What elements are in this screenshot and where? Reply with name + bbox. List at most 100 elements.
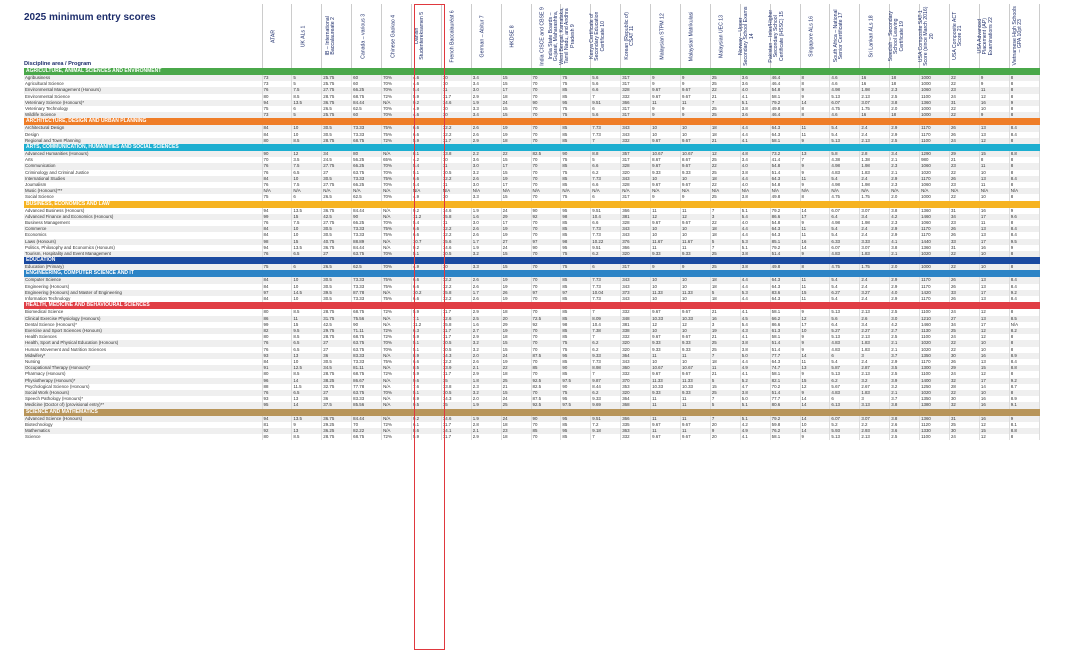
- score-cell: 15.8: [441, 213, 472, 221]
- score-cell: 5.6: [590, 112, 622, 119]
- score-cell: 22: [949, 340, 980, 347]
- score-cell: 317: [620, 106, 652, 113]
- score-cell: 76: [262, 87, 293, 94]
- score-cell: 5.6: [590, 75, 622, 82]
- score-cell: 62.5: [351, 194, 383, 201]
- score-cell: 18: [889, 112, 921, 119]
- score-cell: 46.4: [770, 81, 801, 88]
- score-cell: N/A: [1009, 321, 1041, 328]
- score-cell: 6.6: [411, 232, 442, 239]
- score-cell: 1020: [919, 251, 950, 258]
- score-cell: 73.33: [351, 175, 383, 183]
- score-cell: 66.25: [351, 87, 383, 94]
- score-cell: 66.25: [351, 220, 383, 227]
- score-cell: 8: [1009, 169, 1041, 176]
- score-cell: 9.67: [650, 371, 681, 378]
- score-cell: 9.67: [680, 93, 711, 100]
- score-cell: 9.33: [650, 251, 681, 258]
- score-cell: 24: [949, 334, 980, 341]
- score-cell: 332: [620, 371, 652, 378]
- score-cell: 2.3: [889, 182, 921, 189]
- score-cell: 90: [560, 365, 592, 372]
- score-cell: 6: [291, 194, 323, 201]
- score-cell: 19: [501, 283, 532, 290]
- score-cell: 86.6: [770, 321, 801, 328]
- score-cell: 1330: [919, 427, 950, 435]
- score-cell: 90: [351, 213, 383, 221]
- score-cell: 94: [262, 244, 293, 252]
- program-name-cell: Education (Primary): [24, 264, 263, 271]
- score-cell: 8: [1009, 309, 1041, 316]
- score-cell: 26: [501, 289, 532, 297]
- score-cell: 15: [501, 389, 532, 397]
- score-cell: 18: [501, 421, 532, 428]
- score-cell: N/A: [770, 188, 801, 195]
- score-cell: 7.73: [590, 125, 622, 132]
- score-cell: 10: [800, 327, 831, 335]
- score-cell: 10: [650, 277, 681, 284]
- score-cell: 30: [949, 427, 980, 435]
- score-cell: 26: [949, 131, 980, 138]
- score-cell: 2.1: [471, 365, 502, 372]
- score-cell: 64.3: [770, 131, 801, 138]
- score-cell: 10.04: [590, 289, 622, 297]
- score-cell: 10: [680, 283, 711, 290]
- program-name-cell: Biomedical Science: [24, 309, 263, 316]
- score-cell: 10: [441, 157, 472, 164]
- column-header-label: Canada – various 3: [360, 13, 367, 59]
- score-cell: 9.67: [650, 93, 681, 100]
- score-cell: 5.1: [740, 415, 771, 422]
- column-header-label: Danish Studentereksamen 5: [414, 12, 426, 60]
- score-cell: 85: [531, 365, 562, 372]
- table-row: Tourism, Hospitality and Event Managemen…: [24, 251, 1041, 258]
- score-cell: 11: [650, 244, 681, 252]
- score-cell: 3.2: [471, 251, 502, 258]
- program-name-cell: Agribusiness: [24, 75, 263, 82]
- score-cell: 2.2: [859, 421, 891, 428]
- score-cell: N/A: [501, 188, 532, 195]
- score-cell: 27.75: [321, 163, 353, 170]
- score-cell: N/A: [800, 188, 831, 195]
- score-cell: 84: [262, 283, 293, 290]
- score-cell: 5.1: [411, 346, 442, 353]
- score-cell: 51.4: [770, 169, 801, 176]
- score-cell: 9.2: [411, 244, 442, 252]
- table-row: Environmental Management (Honours) 76 7.5 2…: [24, 87, 1041, 94]
- score-cell: 83.33: [351, 396, 383, 403]
- score-cell: 4.98: [829, 87, 861, 94]
- score-cell: 66.25: [351, 182, 383, 189]
- score-cell: 2.5: [889, 93, 921, 100]
- score-cell: 12: [800, 315, 831, 322]
- score-cell: 1170: [919, 277, 950, 284]
- score-cell: 6.5: [291, 346, 323, 353]
- score-cell: 6.6: [411, 358, 442, 366]
- score-cell: 85.56: [351, 402, 383, 409]
- score-cell: 46.4: [770, 112, 801, 119]
- score-cell: 320: [620, 340, 652, 347]
- score-cell: 5.3: [740, 289, 771, 297]
- table-row: Clinical Exercise Physiology (Honours) 86…: [24, 315, 1041, 322]
- score-cell: 5.4: [411, 163, 442, 170]
- score-cell: 70: [531, 226, 562, 233]
- table-row: Arts 70 3.5 24.5 56.25 65% 4.2 10 3.6 15 70 75 5 317 8…: [24, 157, 1041, 164]
- score-cell: 73.33: [351, 131, 383, 138]
- score-cell: N/A: [381, 151, 412, 158]
- score-cell: 3.8: [740, 106, 771, 113]
- score-cell: 36.25: [321, 427, 353, 435]
- score-cell: 70: [531, 175, 562, 183]
- score-cell: 368: [620, 402, 652, 409]
- score-cell: 26: [949, 277, 980, 284]
- score-cell: 11: [441, 182, 472, 189]
- column-header: Kenya Certificate of Secondary Education…: [589, 4, 622, 68]
- score-cell: 22: [949, 346, 980, 353]
- score-cell: 13: [979, 296, 1010, 303]
- score-cell: 12: [979, 334, 1010, 341]
- score-cell: N/A: [829, 188, 861, 195]
- score-cell: 10: [291, 232, 323, 239]
- score-cell: 9.6: [411, 377, 442, 384]
- score-cell: 8: [800, 194, 831, 201]
- score-cell: 6.6: [411, 125, 442, 132]
- score-cell: 343: [620, 277, 652, 284]
- score-cell: 13: [979, 125, 1010, 132]
- score-cell: 7.2: [590, 421, 622, 428]
